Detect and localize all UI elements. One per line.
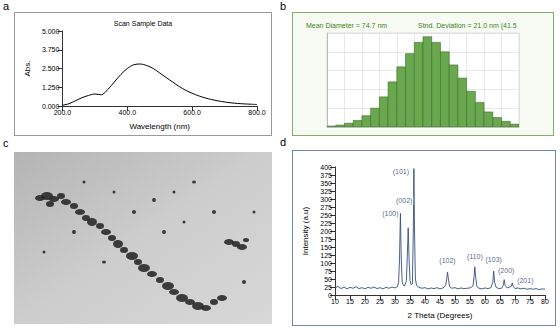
html-text:b: b bbox=[280, 0, 287, 12]
svg-text:75: 75 bbox=[526, 298, 534, 305]
svg-text:150: 150 bbox=[320, 244, 332, 251]
svg-text:50: 50 bbox=[451, 298, 459, 305]
svg-text:800.0: 800.0 bbox=[248, 109, 266, 116]
svg-text:(002): (002) bbox=[396, 197, 412, 205]
svg-text:125: 125 bbox=[320, 252, 332, 259]
svg-text:70: 70 bbox=[511, 298, 519, 305]
svg-text:275: 275 bbox=[320, 204, 332, 211]
html-text:d: d bbox=[280, 136, 287, 148]
svg-text:(200): (200) bbox=[498, 267, 514, 275]
svg-text:(201): (201) bbox=[517, 277, 533, 285]
svg-text:(103): (103) bbox=[486, 256, 502, 264]
svg-text:(102): (102) bbox=[439, 257, 455, 265]
svg-text:1.250: 1.250 bbox=[42, 84, 60, 91]
svg-text:80: 80 bbox=[541, 298, 549, 305]
svg-text:55: 55 bbox=[466, 298, 474, 305]
svg-text:20: 20 bbox=[361, 298, 369, 305]
svg-text:(110): (110) bbox=[467, 253, 483, 261]
svg-text:0: 0 bbox=[328, 291, 332, 299]
svg-text:0.000: 0.000 bbox=[41, 102, 60, 110]
svg-text:(101): (101) bbox=[393, 168, 409, 176]
svg-text:25: 25 bbox=[324, 284, 332, 291]
svg-text:2 Theta (Degrees): 2 Theta (Degrees) bbox=[408, 311, 473, 320]
svg-text:5.000: 5.000 bbox=[42, 28, 60, 35]
svg-text:200: 200 bbox=[320, 228, 332, 235]
svg-text:Abs.: Abs. bbox=[23, 60, 32, 76]
svg-text:15: 15 bbox=[346, 298, 354, 305]
svg-text:400: 400 bbox=[320, 164, 332, 171]
svg-text:25: 25 bbox=[376, 298, 384, 305]
svg-text:Mean Diameter = 74.7 nm: Mean Diameter = 74.7 nm bbox=[306, 22, 387, 29]
svg-text:40: 40 bbox=[421, 298, 429, 305]
svg-text:Stnd. Deviation = 21.0 nm (41.: Stnd. Deviation = 21.0 nm (41.5 bbox=[418, 22, 517, 30]
svg-text:225: 225 bbox=[320, 220, 332, 227]
svg-text:75: 75 bbox=[324, 268, 332, 275]
svg-text:600.0: 600.0 bbox=[183, 109, 201, 116]
svg-text:175: 175 bbox=[320, 236, 332, 243]
svg-text:300: 300 bbox=[320, 196, 332, 203]
svg-text:60: 60 bbox=[481, 298, 489, 305]
svg-text:250: 250 bbox=[320, 212, 332, 219]
svg-text:400.0: 400.0 bbox=[119, 109, 137, 116]
svg-text:30: 30 bbox=[391, 298, 399, 305]
svg-text:Intensity (a.u): Intensity (a.u) bbox=[301, 206, 310, 255]
svg-text:65: 65 bbox=[496, 298, 504, 305]
svg-text:35: 35 bbox=[406, 298, 414, 305]
svg-text:50: 50 bbox=[324, 276, 332, 283]
svg-text:10: 10 bbox=[331, 298, 339, 305]
svg-text:200.0: 200.0 bbox=[54, 109, 72, 116]
svg-text:(100): (100) bbox=[382, 210, 398, 218]
svg-text:375: 375 bbox=[320, 172, 332, 179]
svg-text:Scan Sample Data: Scan Sample Data bbox=[114, 20, 172, 28]
svg-text:45: 45 bbox=[436, 298, 444, 305]
svg-text:2.500: 2.500 bbox=[42, 65, 60, 72]
html-text:a: a bbox=[3, 0, 10, 12]
html-text:c: c bbox=[3, 137, 9, 149]
svg-text:350: 350 bbox=[320, 180, 332, 187]
svg-text:Wavelength (nm): Wavelength (nm) bbox=[129, 122, 190, 131]
svg-text:100: 100 bbox=[320, 260, 332, 267]
svg-text:3.750: 3.750 bbox=[42, 46, 60, 53]
svg-text:325: 325 bbox=[320, 188, 332, 195]
